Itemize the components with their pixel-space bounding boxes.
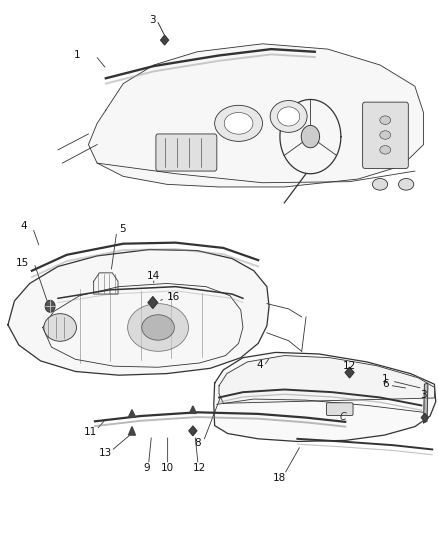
Text: 13: 13 [99, 448, 113, 458]
Ellipse shape [127, 304, 188, 351]
Polygon shape [301, 125, 320, 148]
Text: 14: 14 [147, 271, 160, 281]
Polygon shape [88, 44, 424, 187]
Ellipse shape [399, 179, 414, 190]
Ellipse shape [380, 146, 391, 154]
Text: 18: 18 [272, 473, 286, 482]
Ellipse shape [44, 314, 77, 341]
Polygon shape [8, 249, 269, 375]
Text: 15: 15 [16, 258, 29, 268]
Text: 6: 6 [382, 379, 389, 389]
Polygon shape [148, 297, 158, 309]
Text: 10: 10 [161, 463, 174, 473]
Text: 5: 5 [119, 224, 126, 235]
Ellipse shape [224, 112, 253, 134]
FancyBboxPatch shape [326, 403, 353, 416]
Polygon shape [219, 356, 434, 403]
Polygon shape [128, 426, 135, 435]
Polygon shape [189, 406, 196, 414]
Ellipse shape [380, 116, 391, 124]
Polygon shape [421, 414, 428, 422]
Polygon shape [46, 301, 55, 312]
FancyBboxPatch shape [156, 134, 217, 171]
Text: 3: 3 [420, 390, 427, 400]
Text: 8: 8 [194, 438, 201, 448]
Text: C: C [339, 412, 346, 422]
Polygon shape [189, 426, 197, 435]
Text: 4: 4 [21, 221, 27, 231]
Text: 4: 4 [256, 360, 263, 369]
Text: 16: 16 [167, 292, 180, 302]
Ellipse shape [278, 107, 300, 126]
Polygon shape [214, 352, 436, 441]
Ellipse shape [270, 101, 307, 132]
Text: 1: 1 [74, 51, 81, 60]
Text: 11: 11 [84, 427, 97, 437]
Ellipse shape [215, 106, 262, 141]
Text: 9: 9 [143, 463, 150, 473]
Text: 3: 3 [149, 15, 156, 25]
Ellipse shape [372, 179, 388, 190]
Text: 1: 1 [382, 374, 389, 384]
Text: 12: 12 [193, 463, 206, 473]
Polygon shape [424, 383, 428, 423]
Ellipse shape [380, 131, 391, 139]
Polygon shape [345, 367, 354, 378]
Ellipse shape [142, 315, 174, 340]
Text: 12: 12 [343, 361, 356, 371]
FancyBboxPatch shape [363, 102, 408, 168]
Polygon shape [128, 410, 135, 417]
Polygon shape [161, 35, 169, 45]
